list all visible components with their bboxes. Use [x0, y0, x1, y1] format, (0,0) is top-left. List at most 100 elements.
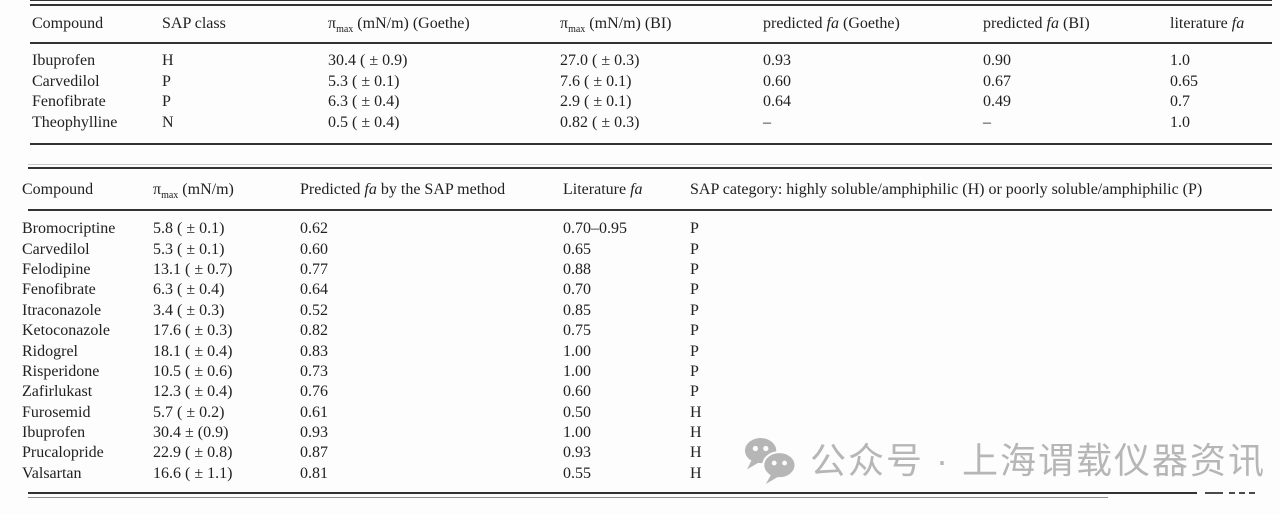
compound-cell: Itraconazole — [22, 301, 102, 319]
value-cell: P — [690, 281, 699, 299]
value-cell: 6.3 ( ± 0.4) — [328, 93, 400, 111]
value-cell: 0.65 — [1170, 72, 1198, 90]
value-cell: 0.93 — [763, 52, 791, 70]
compound-cell: Furosemid — [22, 403, 91, 421]
value-cell: 1.0 — [1170, 114, 1190, 132]
value-cell: 6.3 ( ± 0.4) — [153, 281, 225, 299]
value-cell: N — [162, 114, 174, 132]
value-cell: 10.5 ( ± 0.6) — [153, 362, 233, 380]
column-header-2: SAP class — [162, 15, 226, 32]
value-cell: 5.7 ( ± 0.2) — [153, 403, 225, 421]
value-cell: 5.8 ( ± 0.1) — [153, 220, 225, 238]
table-rule — [30, 4, 1272, 6]
value-cell: 0.7 — [1170, 93, 1190, 111]
compound-cell: Risperidone — [22, 362, 100, 380]
value-cell: 0.49 — [983, 93, 1011, 111]
value-cell: H — [690, 424, 702, 442]
value-cell: 0.85 — [563, 301, 591, 319]
value-cell: P — [690, 342, 699, 360]
value-cell: 0.82 ( ± 0.3) — [560, 114, 640, 132]
value-cell: 1.00 — [563, 362, 591, 380]
column-header-1: Compound — [22, 180, 94, 198]
value-cell: 0.50 — [563, 403, 591, 421]
table-row: Ibuprofen H 30.4 ( ± 0.9) 27.0 ( ± 0.3) 0.93… — [32, 42, 1272, 72]
value-cell: 13.1 ( ± 0.7) — [153, 260, 233, 278]
value-cell: – — [763, 114, 771, 132]
value-cell: 22.9 ( ± 0.8) — [153, 444, 233, 462]
compound-cell: Ibuprofen — [32, 52, 96, 70]
value-cell: 1.00 — [563, 342, 591, 360]
value-cell: H — [690, 444, 702, 462]
value-cell: 0.64 — [300, 281, 328, 299]
compound-cell: Valsartan — [22, 464, 82, 482]
table-row: Itraconazole 3.4 ( ± 0.3) 0.52 0.85 P — [22, 301, 1272, 321]
value-cell: 0.60 — [763, 72, 791, 90]
value-cell: 0.55 — [563, 464, 591, 482]
compound-cell: Theophylline — [32, 114, 118, 132]
table-rule — [30, 42, 1272, 44]
compound-cell: Ketoconazole — [22, 322, 110, 340]
compound-cell: Zafirlukast — [22, 383, 93, 401]
table-rule-dash — [1239, 492, 1245, 494]
value-cell: 0.77 — [300, 260, 328, 278]
column-header-3: πmax (mN/m) (Goethe) — [328, 15, 470, 36]
column-header-4: πmax (mN/m) (BI) — [560, 15, 672, 36]
value-cell: 0.60 — [563, 383, 591, 401]
table-row: Carvedilol P 5.3 ( ± 0.1) 7.6 ( ± 0.1) 0.60 0… — [32, 72, 1272, 93]
value-cell: 5.3 ( ± 0.1) — [328, 72, 400, 90]
column-header-4: Literature fa — [563, 180, 643, 198]
table-row: Ketoconazole 17.6 ( ± 0.3) 0.82 0.75 P — [22, 321, 1272, 341]
compound-cell: Carvedilol — [32, 72, 100, 90]
value-cell: P — [690, 260, 699, 278]
value-cell: P — [690, 220, 699, 238]
value-cell: 0.60 — [300, 240, 328, 258]
table-rule — [28, 164, 1272, 165]
table-rule — [30, 143, 1272, 145]
table-rule — [28, 209, 1272, 211]
column-header-2: πmax (mN/m) — [153, 180, 234, 201]
value-cell: 1.00 — [563, 424, 591, 442]
watermark: 公众号 · 上海谓载仪器资讯 — [742, 434, 1266, 488]
value-cell: 0.76 — [300, 383, 328, 401]
value-cell: 0.88 — [563, 260, 591, 278]
value-cell: 0.52 — [300, 301, 328, 319]
table-row: Theophylline N 0.5 ( ± 0.4) 0.82 ( ± 0.3) – –… — [32, 113, 1272, 134]
compound-cell: Fenofibrate — [22, 281, 96, 299]
column-header-5: predicted fa (Goethe) — [763, 15, 900, 32]
table-row: Felodipine 13.1 ( ± 0.7) 0.77 0.88 P — [22, 260, 1272, 280]
value-cell: H — [690, 403, 702, 421]
table-rule — [28, 492, 1197, 494]
compound-cell: Ibuprofen — [22, 424, 86, 442]
value-cell: 0.64 — [763, 93, 791, 111]
table-rule — [30, 0, 1272, 1]
value-cell: 0.81 — [300, 464, 328, 482]
column-header-5: SAP category: highly soluble/amphiphilic… — [690, 180, 1203, 198]
table-rule — [28, 497, 1108, 498]
value-cell: 0.90 — [983, 52, 1011, 70]
table-row: Ibuprofen 30.4 ± (0.9) 0.93 1.00 H — [22, 423, 1272, 443]
value-cell: 0.93 — [300, 424, 328, 442]
value-cell: 5.3 ( ± 0.1) — [153, 240, 225, 258]
compound-cell: Fenofibrate — [32, 93, 106, 111]
compound-cell: Bromocriptine — [22, 220, 116, 238]
value-cell: 0.70 — [563, 281, 591, 299]
column-header-3: Predicted fa by the SAP method — [300, 180, 506, 198]
table-rule-dash — [1205, 492, 1223, 494]
watermark-text: 公众号 · 上海谓载仪器资讯 — [810, 440, 1266, 481]
wechat-icon — [744, 438, 797, 484]
table-row: Fenofibrate 6.3 ( ± 0.4) 0.64 0.70 P — [22, 280, 1272, 300]
table-row: Carvedilol 5.3 ( ± 0.1) 0.60 0.65 P — [22, 239, 1272, 259]
value-cell: P — [690, 383, 699, 401]
value-cell: H — [162, 52, 174, 70]
value-cell: 17.6 ( ± 0.3) — [153, 322, 233, 340]
value-cell: 0.75 — [563, 322, 591, 340]
column-header-1: Compound — [32, 15, 104, 32]
value-cell: P — [690, 301, 699, 319]
value-cell: 0.70–0.95 — [563, 220, 627, 238]
value-cell: 2.9 ( ± 0.1) — [560, 93, 632, 111]
value-cell: 16.6 ( ± 1.1) — [153, 464, 233, 482]
value-cell: 0.62 — [300, 220, 328, 238]
table-rule-dash — [1229, 492, 1235, 494]
table-row: Furosemid 5.7 ( ± 0.2) 0.61 0.50 H — [22, 403, 1272, 423]
column-header-6: predicted fa (BI) — [983, 15, 1090, 32]
